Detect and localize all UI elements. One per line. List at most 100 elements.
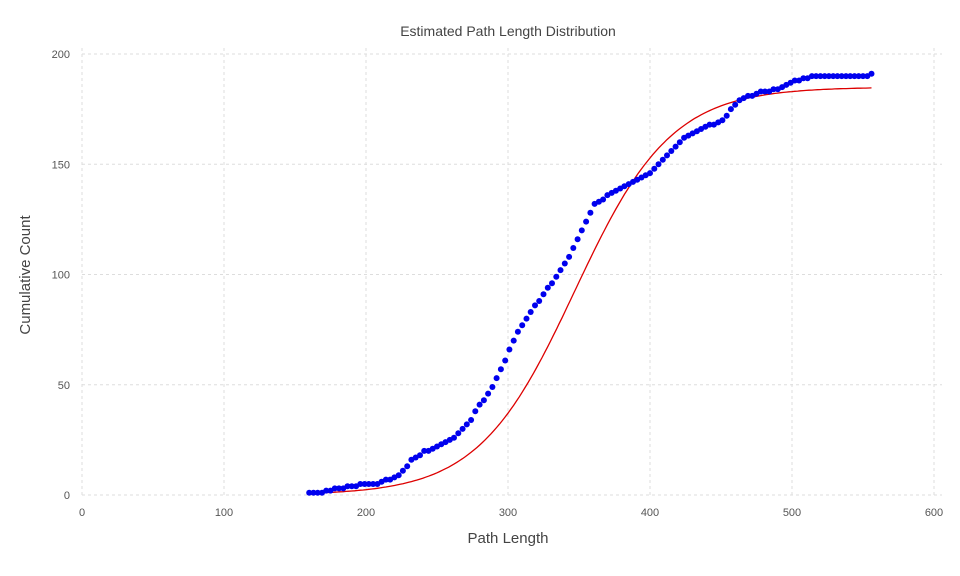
y-axis-ticks: 0 50 100 150 200 bbox=[52, 49, 70, 502]
data-point bbox=[468, 417, 475, 423]
data-point bbox=[480, 397, 487, 404]
y-axis-label: Cumulative Count bbox=[17, 215, 34, 335]
data-point bbox=[348, 483, 355, 490]
data-point bbox=[463, 421, 470, 428]
data-point bbox=[361, 481, 368, 487]
data-point bbox=[651, 165, 658, 172]
data-point bbox=[310, 489, 317, 496]
data-point bbox=[399, 467, 406, 474]
data-point bbox=[800, 75, 807, 82]
data-point bbox=[451, 434, 457, 441]
data-point bbox=[493, 375, 500, 382]
x-tick-label: 300 bbox=[499, 507, 517, 519]
data-point bbox=[659, 156, 666, 163]
data-point bbox=[732, 101, 739, 108]
x-tick-label: 600 bbox=[925, 507, 943, 519]
data-point bbox=[553, 273, 560, 280]
data-point bbox=[655, 161, 662, 168]
data-point bbox=[557, 267, 564, 274]
data-point bbox=[506, 346, 513, 353]
data-point bbox=[455, 430, 462, 437]
x-tick-label: 200 bbox=[357, 507, 375, 519]
data-point bbox=[817, 73, 824, 80]
data-point bbox=[519, 322, 526, 329]
data-point bbox=[855, 73, 862, 80]
data-point bbox=[404, 463, 411, 470]
data-point bbox=[647, 170, 653, 177]
data-point bbox=[851, 73, 858, 80]
data-point bbox=[583, 218, 590, 225]
data-point bbox=[762, 88, 768, 95]
data-point bbox=[566, 253, 573, 260]
fit-curve-layer bbox=[309, 87, 872, 494]
y-tick-label: 50 bbox=[58, 380, 70, 392]
data-point bbox=[323, 487, 330, 494]
data-point bbox=[306, 489, 313, 496]
data-point bbox=[523, 315, 530, 322]
data-point bbox=[382, 476, 389, 483]
x-axis-ticks: 0 100 200 300 400 500 600 bbox=[79, 507, 943, 519]
data-point bbox=[843, 73, 849, 80]
y-tick-label: 200 bbox=[52, 49, 70, 61]
data-point bbox=[813, 73, 820, 80]
data-point bbox=[314, 489, 321, 496]
data-point bbox=[489, 384, 496, 390]
data-point bbox=[600, 196, 607, 203]
data-point bbox=[578, 227, 585, 234]
data-point bbox=[395, 472, 402, 479]
data-point bbox=[587, 209, 594, 216]
data-point bbox=[668, 148, 675, 154]
grid bbox=[81, 48, 942, 496]
data-point bbox=[570, 245, 577, 251]
data-point bbox=[821, 73, 828, 80]
data-point bbox=[664, 152, 670, 159]
fit-curve bbox=[309, 87, 872, 494]
data-point bbox=[561, 260, 568, 267]
data-point bbox=[459, 425, 466, 432]
data-point bbox=[860, 73, 866, 80]
data-point bbox=[847, 73, 854, 80]
data-point bbox=[421, 447, 428, 454]
data-point bbox=[502, 357, 509, 364]
data-point bbox=[497, 366, 504, 373]
data-point bbox=[834, 73, 841, 80]
x-tick-label: 0 bbox=[79, 507, 85, 519]
data-point bbox=[770, 86, 777, 93]
data-point bbox=[757, 88, 764, 95]
data-point bbox=[527, 309, 534, 315]
data-point bbox=[676, 139, 683, 146]
data-point bbox=[830, 73, 837, 80]
data-point bbox=[510, 337, 517, 344]
y-tick-label: 0 bbox=[64, 490, 70, 502]
data-point bbox=[476, 401, 483, 408]
data-point bbox=[727, 106, 734, 113]
data-point bbox=[544, 284, 551, 291]
data-point bbox=[370, 481, 377, 487]
data-point bbox=[549, 280, 555, 287]
x-tick-label: 500 bbox=[783, 507, 801, 519]
data-points bbox=[306, 70, 875, 496]
data-point bbox=[706, 121, 713, 128]
x-axis-label: Path Length bbox=[468, 530, 549, 547]
data-point bbox=[532, 302, 538, 309]
x-tick-label: 100 bbox=[215, 507, 233, 519]
chart-title: Estimated Path Length Distribution bbox=[400, 23, 616, 39]
data-point bbox=[791, 77, 798, 84]
data-point bbox=[745, 92, 751, 99]
y-tick-label: 100 bbox=[52, 270, 70, 282]
data-point bbox=[838, 73, 845, 80]
data-point bbox=[357, 481, 364, 487]
data-point bbox=[723, 112, 730, 119]
data-point bbox=[514, 328, 521, 335]
data-point bbox=[472, 408, 479, 415]
data-point bbox=[536, 298, 543, 304]
data-point bbox=[868, 70, 875, 77]
data-point bbox=[719, 117, 726, 124]
x-tick-label: 400 bbox=[641, 507, 659, 519]
data-point bbox=[574, 236, 581, 243]
data-point bbox=[331, 485, 338, 492]
data-point bbox=[365, 481, 372, 487]
data-point bbox=[825, 73, 832, 80]
data-point bbox=[672, 143, 679, 150]
